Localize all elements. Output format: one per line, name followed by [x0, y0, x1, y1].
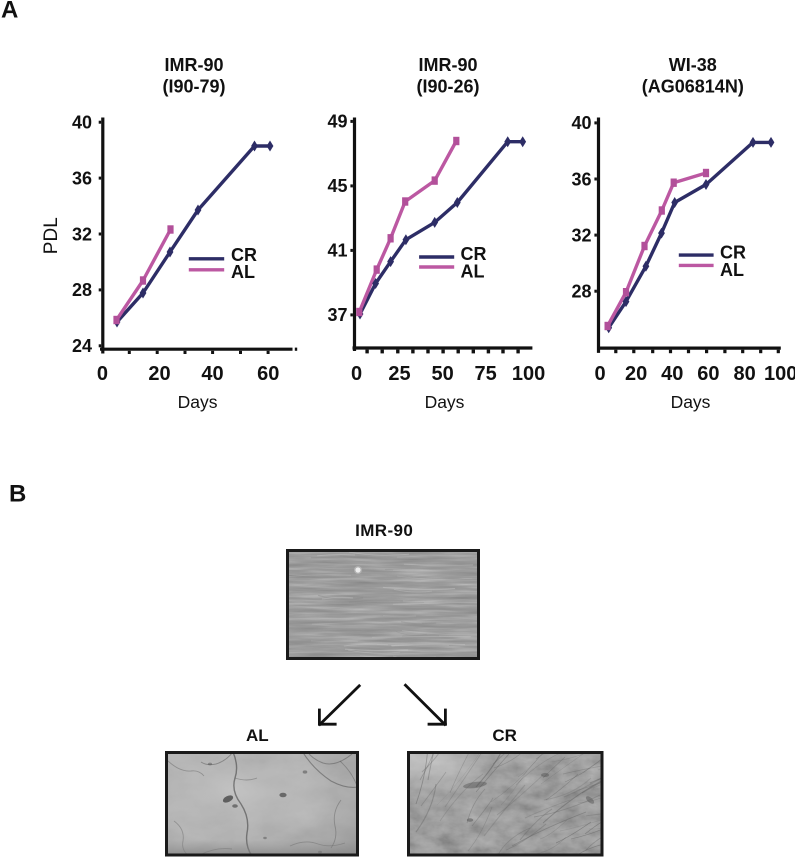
- svg-text:A: A: [1, 0, 18, 24]
- svg-text:CR: CR: [461, 244, 487, 264]
- svg-text:32: 32: [571, 225, 591, 245]
- svg-text:32: 32: [72, 224, 92, 244]
- svg-text:36: 36: [72, 168, 92, 188]
- svg-text:IMR-90: IMR-90: [418, 55, 477, 75]
- svg-text:0: 0: [351, 363, 362, 385]
- svg-text:20: 20: [148, 363, 170, 385]
- svg-text:45: 45: [327, 176, 347, 196]
- svg-text:B: B: [9, 481, 26, 508]
- svg-text:(AG06814N): (AG06814N): [642, 77, 744, 97]
- svg-text:IMR-90: IMR-90: [164, 55, 223, 75]
- svg-text:(I90-26): (I90-26): [416, 77, 479, 97]
- svg-text:50: 50: [431, 363, 453, 385]
- svg-text:24: 24: [72, 336, 92, 356]
- svg-text:41: 41: [327, 241, 347, 261]
- svg-text:IMR-90: IMR-90: [355, 521, 413, 540]
- svg-text:37: 37: [327, 305, 347, 325]
- svg-text:CR: CR: [492, 726, 517, 745]
- svg-text:Days: Days: [671, 392, 711, 412]
- svg-text:CR: CR: [231, 245, 257, 265]
- svg-text:AL: AL: [720, 260, 744, 280]
- svg-text:49: 49: [327, 112, 347, 132]
- svg-text:AL: AL: [231, 262, 255, 282]
- svg-text:36: 36: [571, 169, 591, 189]
- svg-text:60: 60: [697, 363, 719, 385]
- svg-text:Days: Days: [178, 392, 218, 412]
- svg-text:40: 40: [201, 363, 223, 385]
- svg-text:WI-38: WI-38: [669, 55, 717, 75]
- svg-text:Days: Days: [425, 392, 465, 412]
- svg-text:20: 20: [625, 363, 647, 385]
- svg-text:60: 60: [257, 363, 279, 385]
- svg-text:0: 0: [97, 363, 108, 385]
- svg-text:40: 40: [661, 363, 683, 385]
- svg-text:100: 100: [512, 363, 545, 385]
- svg-text:100: 100: [764, 363, 795, 385]
- svg-text:40: 40: [571, 113, 591, 133]
- svg-text:PDL: PDL: [41, 217, 62, 254]
- svg-text:AL: AL: [246, 726, 269, 745]
- svg-text:80: 80: [733, 363, 755, 385]
- svg-text:28: 28: [571, 282, 591, 302]
- svg-text:40: 40: [72, 113, 92, 133]
- svg-text:75: 75: [474, 363, 496, 385]
- svg-text:AL: AL: [461, 262, 485, 282]
- svg-text:25: 25: [388, 363, 410, 385]
- svg-text:CR: CR: [720, 242, 746, 262]
- svg-text:(I90-79): (I90-79): [162, 77, 225, 97]
- svg-text:28: 28: [72, 280, 92, 300]
- svg-text:0: 0: [594, 363, 605, 385]
